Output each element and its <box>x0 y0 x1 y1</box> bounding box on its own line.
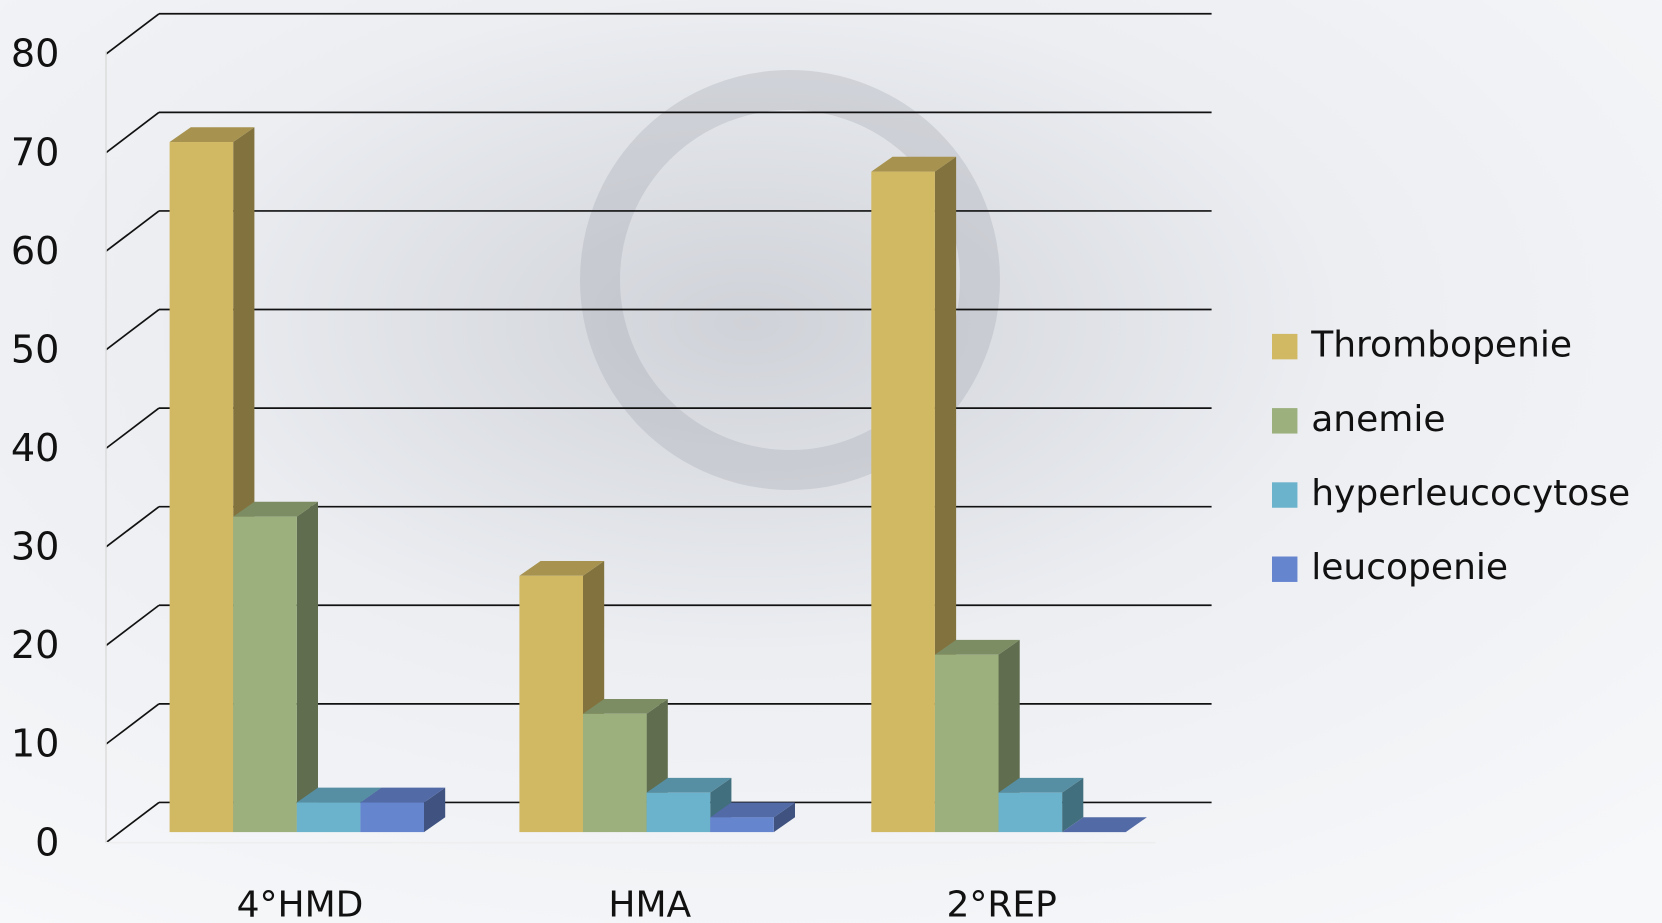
bar <box>998 792 1063 833</box>
bar <box>871 171 935 833</box>
legend-swatch <box>1271 333 1298 360</box>
bar <box>296 802 361 833</box>
bar-top <box>998 777 1084 793</box>
legend-swatch <box>1271 408 1298 434</box>
bar <box>710 817 774 833</box>
bar-side <box>423 787 446 833</box>
bar-side <box>773 802 795 833</box>
legend-label: hyperleucocytose <box>1311 473 1630 514</box>
grid-line <box>105 210 160 252</box>
bar <box>233 516 297 833</box>
bar-top <box>519 560 605 576</box>
bar-top <box>646 777 732 793</box>
bar-side <box>296 501 318 833</box>
y-tick-label: 0 <box>35 820 59 864</box>
bar <box>646 792 711 833</box>
bar-side <box>1062 777 1084 833</box>
bar-top <box>582 698 668 714</box>
decoration <box>580 70 1000 490</box>
bar <box>934 654 999 833</box>
bar-top <box>360 787 446 803</box>
bar <box>169 142 234 833</box>
grid-line <box>105 703 160 745</box>
bar-top <box>169 127 255 143</box>
x-tick-label: HMA <box>608 884 691 923</box>
y-tick-label: 10 <box>11 722 60 766</box>
x-tick-label: 4°HMD <box>237 884 364 923</box>
bar <box>582 713 647 833</box>
grid-line <box>105 13 160 55</box>
bar <box>519 575 583 833</box>
x-tick-label: 2°REP <box>946 884 1056 923</box>
plot: 0 10 20 30 40 50 60 70 80 4°HMD HMA 2°REP Thrombopen… <box>11 12 1630 923</box>
y-tick-label: 80 <box>11 32 60 76</box>
y-tick-label: 60 <box>11 229 60 273</box>
y-tick-label: 70 <box>11 130 60 174</box>
legend-label: anemie <box>1311 399 1445 440</box>
bar-top <box>934 639 1020 655</box>
y-tick-label: 40 <box>11 426 60 470</box>
y-tick-label: 20 <box>11 623 60 667</box>
grid-line <box>105 308 160 351</box>
bar-top <box>710 802 795 818</box>
y-tick-label: 30 <box>11 525 60 569</box>
bar-top <box>1062 817 1147 833</box>
y-tick-label: 50 <box>11 327 60 371</box>
legend-swatch <box>1271 482 1298 508</box>
bar-top <box>296 787 382 803</box>
bar-top <box>871 156 957 172</box>
grid-line <box>105 506 160 548</box>
legend-label: Thrombopenie <box>1310 325 1572 366</box>
grid-line <box>105 604 160 647</box>
legend-swatch <box>1271 556 1298 582</box>
bar <box>360 802 424 833</box>
legend-label: leucopenie <box>1311 547 1508 588</box>
bar-top <box>233 501 318 517</box>
grid-line <box>105 801 160 844</box>
grid-line <box>105 407 160 450</box>
grid-line <box>105 111 160 154</box>
